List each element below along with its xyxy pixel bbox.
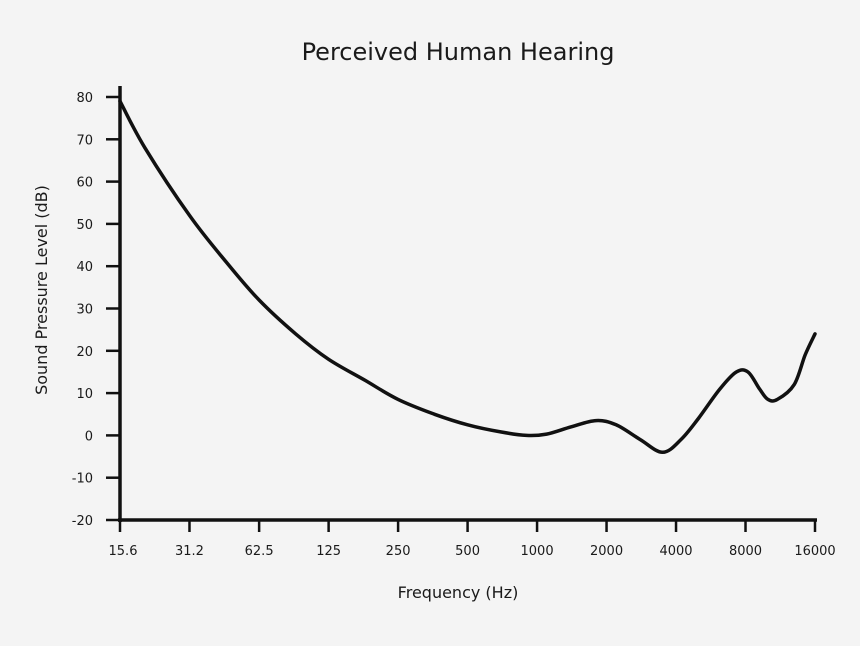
- y-tick-label: -10: [72, 472, 93, 487]
- x-tick-label: 8000: [729, 544, 762, 559]
- y-tick-label: 80: [76, 91, 93, 106]
- x-tick-label: 16000: [794, 544, 835, 559]
- x-tick-label: 62.5: [245, 544, 274, 559]
- plot-area: [118, 99, 817, 455]
- x-tick-label: 2000: [590, 544, 623, 559]
- x-tick-label: 31.2: [175, 544, 204, 559]
- x-tick-label: 500: [455, 544, 480, 559]
- x-tick-label: 1000: [521, 544, 554, 559]
- chart-title: Perceived Human Hearing: [302, 38, 615, 66]
- y-tick-label: 50: [76, 218, 93, 233]
- y-tick-label: -20: [72, 514, 93, 529]
- y-tick-label: 70: [76, 133, 93, 148]
- y-tick-label: 20: [76, 345, 93, 360]
- x-tick-label: 15.6: [109, 544, 138, 559]
- x-axis-label: Frequency (Hz): [398, 583, 519, 602]
- y-tick-label: 60: [76, 176, 93, 191]
- x-tick-label: 4000: [659, 544, 692, 559]
- y-tick-label: 0: [85, 429, 93, 444]
- series-line-0: [118, 99, 817, 455]
- y-tick-label: 30: [76, 303, 93, 318]
- y-tick-label: 40: [76, 260, 93, 275]
- x-tick-label: 125: [316, 544, 341, 559]
- axes: 80 70 60 50 40 30 20 10 0 -10 -20 15.6 31.2 62.5 125 25…: [72, 86, 836, 559]
- y-tick-label: 10: [76, 387, 93, 402]
- y-axis-label: Sound Pressure Level (dB): [32, 185, 51, 395]
- x-tick-label: 250: [386, 544, 411, 559]
